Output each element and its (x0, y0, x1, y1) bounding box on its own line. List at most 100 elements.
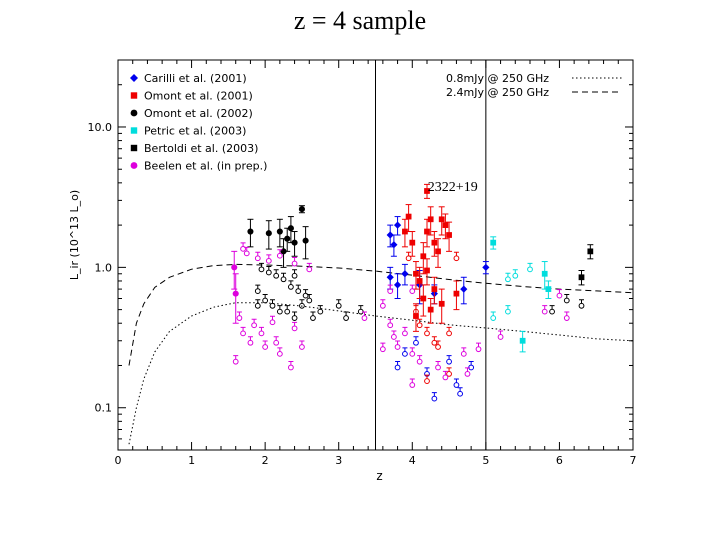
upper-limit-bar (468, 360, 474, 365)
upper-limit-bar (262, 294, 268, 299)
upper-limit-bar (505, 272, 511, 277)
upper-limit-bar (266, 265, 272, 270)
data-point (401, 270, 409, 278)
data-point (390, 241, 398, 249)
data-point (393, 221, 402, 229)
upper-limit-point (460, 350, 467, 357)
upper-limit-bar (476, 342, 481, 347)
upper-limit-bar (512, 269, 518, 274)
upper-limit-bar (343, 311, 349, 316)
data-point (413, 313, 419, 319)
upper-limit-bar (424, 326, 430, 331)
upper-limit-point (306, 266, 313, 273)
y-axis-label: L_ir (10^13 L_o) (68, 190, 81, 280)
series-bertoldi-et-al-2003 (549, 244, 594, 315)
upper-limit-point (413, 339, 419, 346)
series-carilli-et-al-2001 (386, 216, 490, 402)
upper-limit-point (394, 364, 401, 371)
upper-limit-point (464, 371, 471, 377)
legend-marker (130, 127, 138, 134)
axes: 0 1 2 3 4 5 6 7 0.1 1.0 10.0 z L_ir (10^13 L_o) (68, 59, 637, 483)
upper-limit-point (446, 330, 452, 337)
upper-limit-point (409, 382, 416, 388)
upper-limit-bar (431, 336, 437, 341)
upper-limit-point (276, 350, 283, 357)
upper-limit-point (291, 272, 298, 279)
upper-limit-point (287, 283, 294, 290)
upper-limit-point (295, 288, 302, 295)
x-tick-label: 6 (556, 454, 563, 467)
upper-limit-bar (270, 315, 275, 320)
upper-limit-bar (527, 262, 533, 267)
upper-limit-point (273, 339, 280, 346)
data-point (420, 295, 427, 302)
data-point (386, 273, 394, 281)
upper-limit-point (269, 319, 276, 326)
data-point (231, 264, 238, 271)
upper-limit-point (291, 325, 298, 332)
legend-label: Carilli et al. (2001) (144, 72, 247, 85)
legend-marker (130, 74, 138, 82)
x-tick-label: 3 (335, 454, 342, 467)
upper-limit-point (232, 358, 239, 365)
annotation-label: 2322+19 (428, 180, 478, 195)
upper-limit-bar (310, 311, 316, 316)
upper-limit-bar (336, 299, 342, 304)
upper-limit-bar (387, 284, 393, 289)
upper-limit-bar (395, 360, 401, 365)
data-point (427, 216, 434, 223)
data-point (284, 235, 291, 242)
data-point (413, 270, 419, 277)
upper-limit-point (284, 308, 291, 315)
upper-limit-bar (391, 330, 397, 335)
legend: Carilli et al. (2001) Omont et al. (2001)… (130, 72, 622, 173)
data-point (302, 237, 309, 244)
upper-limit-bar (564, 311, 570, 316)
data-point (265, 230, 272, 237)
upper-limit-bar (292, 321, 298, 326)
legend-label: Bertoldi et al. (2003) (144, 142, 258, 155)
data-point (460, 285, 468, 293)
legend-label: Omont et al. (2001) (144, 90, 253, 103)
data-point (435, 248, 441, 255)
upper-limit-point (402, 350, 408, 357)
upper-limit-bar (251, 318, 257, 323)
upper-limit-bar (435, 360, 441, 365)
upper-limit-point (457, 390, 464, 397)
data-point (402, 228, 408, 235)
upper-limit-point (442, 374, 449, 381)
data-point (482, 263, 490, 271)
upper-limit-bar (306, 294, 312, 299)
x-tick-label: 4 (409, 454, 416, 467)
y-tick-label: 0.1 (95, 402, 113, 415)
upper-limit-point (405, 255, 412, 262)
upper-limit-point (431, 339, 438, 346)
upper-limit-bar (277, 347, 283, 352)
data-point (424, 267, 430, 274)
upper-limit-bar (262, 340, 268, 345)
upper-limit-point (258, 330, 265, 337)
upper-limit-bar (417, 318, 423, 323)
upper-limit-bar (240, 242, 246, 247)
upper-limit-point (361, 315, 368, 321)
upper-limit-point (416, 358, 423, 365)
upper-limit-point (262, 344, 269, 350)
data-point (438, 216, 445, 223)
upper-limit-bar (406, 251, 412, 256)
data-point (405, 213, 412, 220)
line-legend-label: 2.4mJy @ 250 GHz (446, 86, 549, 99)
upper-limit-point (240, 245, 246, 252)
series-petric-et-al-2003 (490, 236, 552, 353)
x-tick-label: 7 (630, 454, 637, 467)
upper-limit-point (578, 302, 585, 309)
upper-limit-bar (292, 257, 298, 262)
upper-limit-bar (273, 269, 279, 274)
upper-limit-point (505, 308, 511, 315)
upper-limit-point (541, 308, 548, 315)
data-points (231, 183, 594, 402)
upper-limit-bar (431, 392, 437, 397)
data-point (276, 228, 283, 235)
upper-limit-bar (498, 330, 504, 335)
upper-limit-point (254, 255, 261, 262)
